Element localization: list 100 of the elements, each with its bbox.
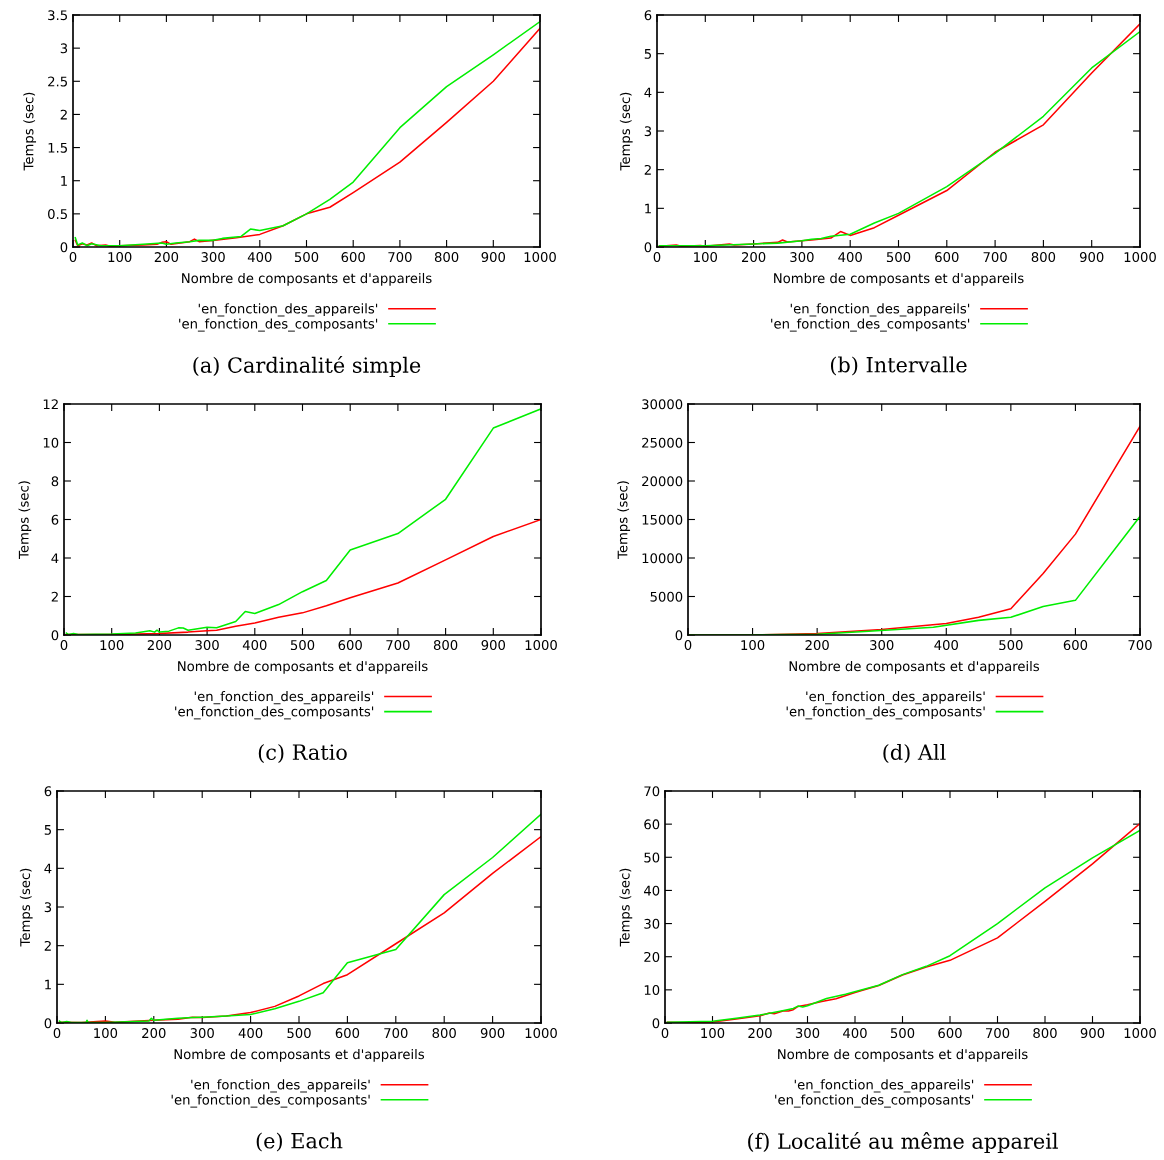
x-tick-label: 300	[870, 640, 894, 651]
x-tick-label: 500	[999, 640, 1023, 651]
x-tick-label: 100	[741, 640, 765, 651]
y-tick-label: 0	[652, 1018, 660, 1029]
x-tick-label: 700	[384, 1028, 408, 1039]
y-tick-label: 70	[644, 786, 660, 797]
y-tick-label: 15000	[642, 514, 683, 525]
x-tick-label: 400	[843, 1028, 867, 1039]
y-tick-label: 20	[644, 951, 660, 962]
y-tick-label: 2	[60, 109, 67, 120]
legend-label: 'en_fonction_des_appareils'	[198, 303, 378, 317]
y-tick-label: 2.5	[48, 76, 67, 87]
x-tick-label: 500	[890, 1028, 915, 1039]
y-tick-label: 1	[45, 979, 51, 990]
x-tick-label: 100	[100, 640, 124, 651]
x-tick-label: 100	[694, 252, 718, 263]
x-tick-label: 300	[795, 1028, 820, 1039]
x-tick-label: 200	[748, 1028, 772, 1039]
y-tick-label: 6	[644, 10, 652, 21]
x-tick-label: 800	[1033, 1028, 1057, 1039]
y-tick-label: 2	[644, 164, 651, 175]
y-tick-label: 5	[644, 49, 651, 59]
y-axis-title: Temps (sec)	[23, 92, 37, 171]
y-tick-label: 5000	[650, 591, 683, 602]
x-tick-label: 700	[983, 252, 1007, 263]
y-tick-label: 8	[51, 476, 59, 487]
y-tick-label: 3	[44, 902, 52, 913]
x-tick-label: 900	[1080, 1028, 1105, 1039]
legend-label: 'en_fonction_des_composants'	[775, 1094, 974, 1108]
x-tick-label: 800	[1031, 252, 1056, 263]
x-tick-label: 0	[69, 252, 77, 263]
text: (f) Localité au même appareil	[748, 1131, 1058, 1153]
x-tick-label: 400	[247, 252, 272, 263]
y-tick-label: 4	[51, 553, 59, 564]
x-tick-label: 500	[290, 640, 315, 651]
x-tick-label: 900	[481, 640, 506, 651]
y-tick-label: 40	[643, 885, 660, 896]
x-axis-title: Nombre de composants et d'appareils	[174, 1048, 425, 1062]
x-tick-label: 400	[238, 1028, 263, 1039]
y-tick-label: 5	[44, 825, 51, 835]
x-tick-label: 500	[294, 252, 319, 263]
x-tick-label: 200	[154, 252, 179, 263]
y-tick-label: 10000	[642, 553, 683, 564]
x-tick-label: 1000	[525, 1028, 557, 1039]
x-tick-label: 1000	[524, 252, 556, 263]
legend-label: 'en_fonction_des_composants'	[179, 318, 378, 332]
x-tick-label: 0	[684, 640, 692, 651]
x-tick-label: 700	[388, 252, 412, 263]
y-tick-label: 6	[51, 514, 59, 525]
x-tick-label: 200	[741, 252, 766, 263]
y-axis-title: Temps (sec)	[18, 481, 32, 559]
y-tick-label: 1.5	[48, 142, 67, 153]
text: (a) Cardinalité simple	[193, 355, 421, 377]
x-tick-label: 600	[938, 1028, 962, 1039]
x-tick-label: 800	[432, 1028, 456, 1039]
y-tick-label: 0	[675, 630, 683, 641]
x-tick-label: 600	[341, 252, 365, 263]
legend-label: 'en_fonction_des_appareils'	[191, 1079, 370, 1093]
legend-label: 'en_fonction_des_composants'	[771, 318, 970, 332]
y-tick-label: 1	[61, 176, 67, 186]
y-tick-label: 60	[644, 819, 660, 830]
y-tick-label: 3	[644, 126, 652, 137]
legend-label: 'en_fonction_des_composants'	[171, 1094, 370, 1108]
x-tick-label: 1000	[525, 640, 557, 651]
x-tick-label: 700	[985, 1028, 1010, 1039]
x-tick-label: 200	[142, 1028, 166, 1039]
x-tick-label: 500	[886, 252, 911, 263]
y-tick-label: 0	[44, 1018, 52, 1029]
x-tick-label: 900	[1079, 252, 1104, 263]
x-tick-label: 200	[805, 640, 829, 651]
legend-label: 'en_fonction_des_appareils'	[794, 1079, 974, 1093]
x-tick-label: 300	[201, 252, 225, 263]
x-tick-label: 700	[386, 640, 410, 651]
x-tick-label: 100	[108, 252, 132, 263]
x-tick-label: 400	[838, 252, 862, 263]
x-tick-label: 600	[935, 252, 959, 263]
y-tick-label: 30	[644, 918, 660, 929]
x-tick-label: 800	[433, 640, 458, 651]
x-tick-label: 600	[1063, 640, 1088, 651]
y-tick-label: 3.5	[48, 10, 67, 21]
y-tick-label: 4	[644, 87, 652, 98]
y-tick-label: 10	[43, 437, 59, 448]
x-tick-label: 100	[701, 1028, 725, 1039]
y-axis-title: Temps (sec)	[617, 481, 631, 559]
x-tick-label: 400	[242, 640, 267, 651]
y-tick-label: 4	[44, 863, 52, 874]
x-axis-title: Nombre de composants et d'appareils	[182, 272, 432, 286]
x-tick-label: 300	[190, 1028, 214, 1039]
x-axis-title: Nombre de composants et d'appareils	[789, 660, 1040, 674]
text: (b) Intervalle	[830, 356, 967, 376]
x-tick-label: 1000	[1124, 252, 1156, 263]
y-tick-label: 1	[645, 203, 651, 214]
x-tick-label: 600	[335, 1028, 360, 1039]
y-tick-label: 10	[644, 985, 660, 996]
y-tick-label: 12	[43, 399, 58, 410]
y-tick-label: 0.5	[48, 209, 67, 220]
y-tick-label: 25000	[642, 437, 683, 448]
y-tick-label: 20000	[642, 476, 683, 487]
y-tick-label: 30000	[642, 399, 683, 410]
y-tick-label: 2	[44, 940, 51, 951]
